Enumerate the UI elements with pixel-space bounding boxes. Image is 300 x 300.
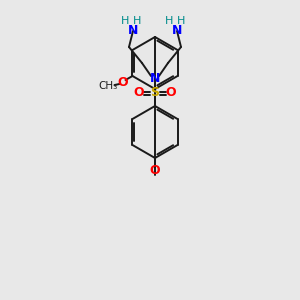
Text: CH₃: CH₃ [99, 81, 118, 91]
Text: O: O [117, 76, 128, 88]
Text: H: H [177, 16, 185, 26]
Text: N: N [150, 73, 160, 85]
Text: O: O [166, 86, 176, 100]
Text: N: N [172, 25, 182, 38]
Text: O: O [134, 86, 144, 100]
Text: O: O [150, 164, 160, 178]
Text: H: H [165, 16, 173, 26]
Text: H: H [133, 16, 141, 26]
Text: S: S [151, 86, 160, 100]
Text: H: H [121, 16, 129, 26]
Text: N: N [128, 25, 138, 38]
